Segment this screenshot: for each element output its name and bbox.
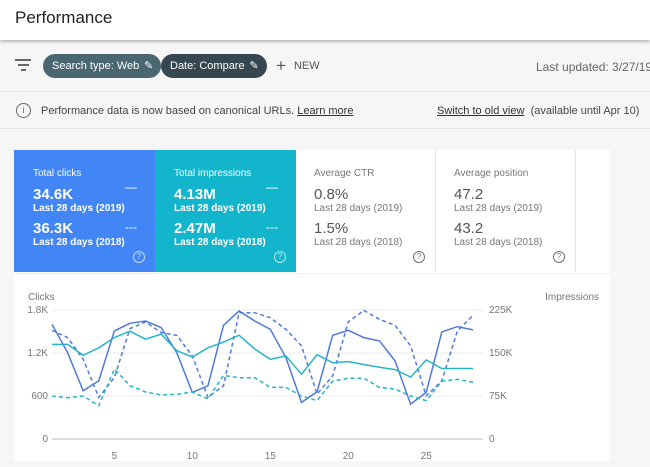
- metric-period-2018: Last 28 days (2018): [314, 237, 403, 248]
- metric-period-2019: Last 28 days (2019): [174, 203, 266, 214]
- metric-card-impressions[interactable]: Total impressions 4.13M Last 28 days (20…: [155, 150, 296, 272]
- info-text: Performance data is now based on canonic…: [41, 105, 295, 117]
- metric-card-clicks[interactable]: Total clicks 34.6K Last 28 days (2019) 3…: [14, 150, 155, 272]
- x-tick: 25: [421, 451, 433, 462]
- dashed-line-legend-icon: ---: [266, 220, 278, 234]
- help-icon[interactable]: ?: [133, 251, 145, 263]
- x-tick: 20: [343, 451, 355, 462]
- y-tick-right: 150K: [489, 348, 513, 359]
- metric-value-2019: 47.2: [454, 186, 484, 203]
- help-icon[interactable]: ?: [413, 251, 425, 263]
- y-axis-right-label: Impressions: [545, 292, 599, 303]
- metric-period-2019: Last 28 days (2019): [33, 203, 125, 214]
- plus-icon: +: [276, 56, 286, 75]
- metric-value-2018: 43.2: [454, 220, 484, 237]
- metric-period-2018: Last 28 days (2018): [174, 237, 266, 248]
- metric-cards: Total clicks 34.6K Last 28 days (2019) 3…: [14, 150, 610, 273]
- y-tick-left: 1.8K: [27, 305, 48, 316]
- metric-period-2019: Last 28 days (2019): [314, 203, 403, 214]
- chip-label: Search type: Web: [52, 60, 140, 72]
- help-icon[interactable]: ?: [274, 251, 286, 263]
- metric-value-2019: 4.13M: [174, 186, 216, 203]
- chart-svg: Clicks Impressions 0 0 600 75K 1.2K 150K 1.8K 225…: [27, 292, 599, 462]
- switch-old-view-link[interactable]: Switch to old view: [437, 105, 525, 117]
- y-tick-left: 600: [31, 391, 48, 402]
- y-tick-right: 225K: [489, 305, 513, 316]
- edit-icon: ✎: [144, 60, 154, 72]
- y-tick-left: 0: [42, 434, 48, 445]
- page-header: Performance: [0, 0, 650, 40]
- page-title: Performance: [15, 8, 113, 27]
- metric-period-2019: Last 28 days (2019): [454, 203, 543, 214]
- y-axis-left-label: Clicks: [28, 292, 55, 303]
- available-note: (available until Apr 10): [530, 105, 640, 117]
- metric-label: Average CTR: [314, 168, 375, 179]
- info-banner: i Performance data is now based on canon…: [0, 93, 650, 129]
- info-icon: i: [16, 103, 31, 118]
- new-label: NEW: [293, 60, 320, 72]
- metric-value-2018: 1.5%: [314, 220, 349, 237]
- x-tick: 5: [112, 451, 118, 462]
- filter-icon[interactable]: [15, 59, 31, 74]
- y-tick-left: 1.2K: [27, 348, 48, 359]
- series-line-2: [52, 330, 473, 379]
- y-tick-right: 75K: [489, 391, 507, 402]
- performance-chart: Clicks Impressions 0 0 600 75K 1.2K 150K 1.8K 225…: [14, 273, 610, 462]
- filter-toolbar: Search type: Web ✎ Date: Compare ✎ + NEW La…: [0, 42, 650, 92]
- dashed-line-legend-icon: ---: [125, 220, 137, 234]
- help-icon[interactable]: ?: [553, 251, 565, 263]
- chip-label: Date: Compare: [170, 60, 245, 72]
- metric-value-2019: 0.8%: [314, 186, 349, 203]
- series-line-3: [51, 367, 474, 407]
- metric-label: Average position: [454, 168, 529, 179]
- last-updated: Last updated: 3/27/19: [536, 60, 650, 74]
- series-line-0: [51, 310, 474, 406]
- solid-line-legend-icon: —: [266, 180, 278, 194]
- new-filter-button[interactable]: + NEW: [276, 56, 320, 76]
- x-tick: 15: [265, 451, 277, 462]
- learn-more-link[interactable]: Learn more: [297, 105, 354, 117]
- series-line-1: [51, 309, 474, 399]
- metric-value-2018: 36.3K: [33, 220, 74, 237]
- metric-card-ctr[interactable]: Average CTR 0.8% Last 28 days (2019) 1.5…: [295, 150, 436, 272]
- metric-period-2018: Last 28 days (2018): [33, 237, 125, 248]
- metric-card-position[interactable]: Average position 47.2 Last 28 days (2019…: [435, 150, 576, 272]
- metric-value-2018: 2.47M: [174, 220, 216, 237]
- metric-label: Total clicks: [33, 168, 82, 179]
- metric-value-2019: 34.6K: [33, 186, 74, 203]
- metric-period-2018: Last 28 days (2018): [454, 237, 543, 248]
- date-chip[interactable]: Date: Compare ✎: [161, 54, 267, 78]
- x-tick: 10: [187, 451, 199, 462]
- edit-icon: ✎: [249, 60, 259, 72]
- y-tick-right: 0: [489, 434, 495, 445]
- metric-label: Total impressions: [174, 168, 252, 179]
- search-type-chip[interactable]: Search type: Web ✎: [43, 54, 162, 78]
- solid-line-legend-icon: —: [125, 180, 137, 194]
